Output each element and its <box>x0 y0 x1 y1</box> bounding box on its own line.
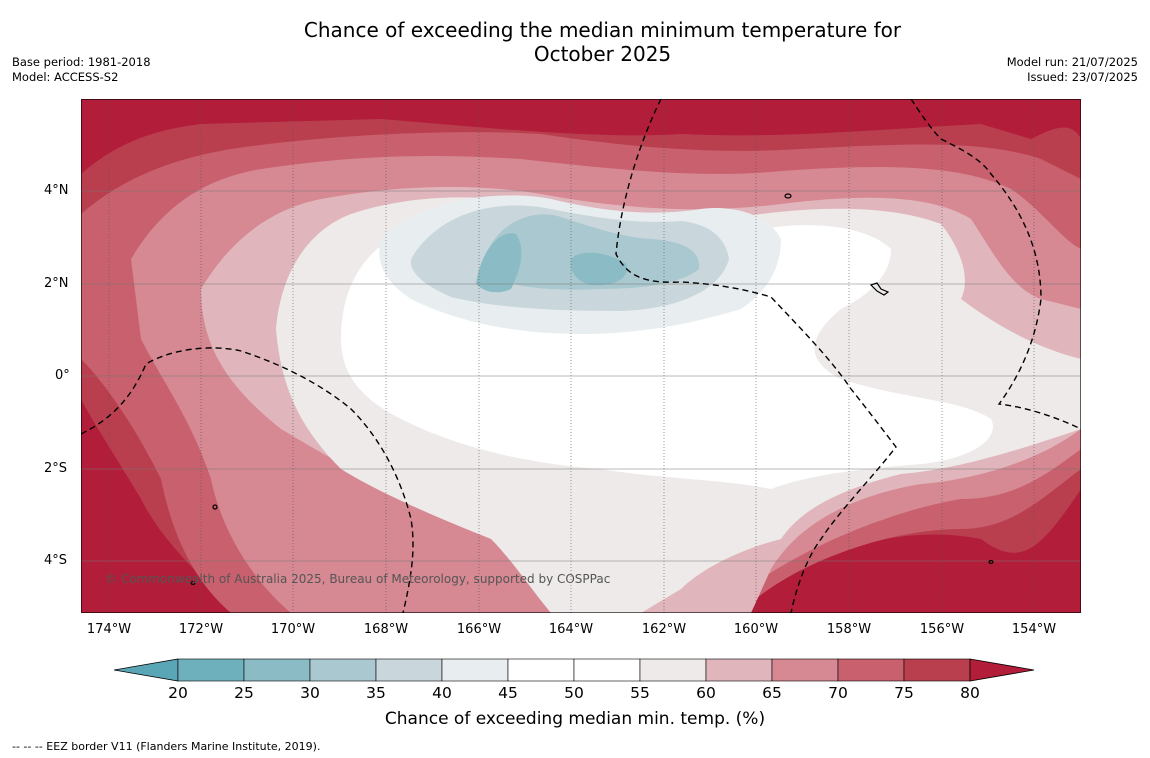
base-period: Base period: 1981-2018 <box>12 55 151 69</box>
colorbar <box>114 658 1035 682</box>
colorbar-segment <box>177 658 245 682</box>
lon-label-164w: 164°W <box>548 622 594 637</box>
colorbar-extend-high <box>969 658 1035 682</box>
lon-label-156w: 156°W <box>919 622 965 637</box>
lon-label-154w: 154°W <box>1011 622 1057 637</box>
lat-label-4s: 4°S <box>44 553 68 568</box>
colorbar-segments <box>114 658 1035 682</box>
eez-borders <box>80 98 1082 614</box>
colorbar-tick-55: 55 <box>630 684 650 702</box>
colorbar-segment <box>309 658 377 682</box>
colorbar-segment <box>573 658 641 682</box>
colorbar-tick-65: 65 <box>762 684 782 702</box>
colorbar-segment <box>243 658 311 682</box>
colorbar-tick-50: 50 <box>564 684 584 702</box>
latitude-gridlines <box>81 190 1081 562</box>
title-line-2: October 2025 <box>533 42 672 66</box>
lon-label-162w: 162°W <box>641 622 687 637</box>
lon-label-158w: 158°W <box>826 622 872 637</box>
model-run: Model run: 21/07/2025 <box>1006 55 1138 69</box>
colorbar-label: Chance of exceeding median min. temp. (%… <box>384 709 766 729</box>
lon-label-170w: 170°W <box>270 622 316 637</box>
colorbar-segment <box>705 658 773 682</box>
islands <box>190 193 994 586</box>
colorbar-segment <box>375 658 443 682</box>
colorbar-tick-60: 60 <box>696 684 716 702</box>
band-25-30 <box>476 233 627 293</box>
lat-label-2n: 2°N <box>44 276 69 291</box>
lat-label-4n: 4°N <box>44 183 69 198</box>
copyright-credit: © Commonwealth of Australia 2025, Bureau… <box>105 572 611 586</box>
colorbar-ticks: 20 25 30 35 40 45 50 55 60 65 70 75 80 <box>0 684 1150 704</box>
colorbar-segment <box>903 658 971 682</box>
colorbar-tick-25: 25 <box>234 684 254 702</box>
colorbar-tick-75: 75 <box>894 684 914 702</box>
colorbar-tick-80: 80 <box>960 684 980 702</box>
issued-date: Issued: 23/07/2025 <box>1027 70 1138 84</box>
eez-footnote: -- -- -- EEZ border V11 (Flanders Marine… <box>12 740 321 753</box>
map-panel: © Commonwealth of Australia 2025, Bureau… <box>80 98 1082 614</box>
lon-label-168w: 168°W <box>363 622 409 637</box>
band-30-35 <box>484 214 700 290</box>
colorbar-tick-45: 45 <box>498 684 518 702</box>
colorbar-segment <box>507 658 575 682</box>
map-border <box>81 99 1081 613</box>
colorbar-segment <box>771 658 839 682</box>
colorbar-tick-70: 70 <box>828 684 848 702</box>
title-line-1: Chance of exceeding the median minimum t… <box>303 18 902 42</box>
colorbar-tick-30: 30 <box>300 684 320 702</box>
map-canvas <box>80 98 1082 614</box>
colorbar-tick-20: 20 <box>168 684 188 702</box>
colorbar-extend-low <box>114 658 179 682</box>
lon-label-174w: 174°W <box>86 622 132 637</box>
colorbar-segment <box>837 658 905 682</box>
lon-label-172w: 172°W <box>178 622 224 637</box>
colorbar-segment <box>639 658 707 682</box>
meta-left: Base period: 1981-2018 Model: ACCESS-S2 <box>12 55 151 85</box>
model-name: Model: ACCESS-S2 <box>12 70 119 84</box>
colorbar-segment <box>441 658 509 682</box>
colorbar-tick-40: 40 <box>432 684 452 702</box>
lon-label-166w: 166°W <box>456 622 502 637</box>
lat-label-2s: 2°S <box>44 461 68 476</box>
lat-label-0: 0° <box>55 368 70 383</box>
meta-right: Model run: 21/07/2025 Issued: 23/07/2025 <box>1007 55 1138 85</box>
lon-label-160w: 160°W <box>733 622 779 637</box>
map-title: Chance of exceeding the median minimum t… <box>200 18 1005 66</box>
colorbar-tick-35: 35 <box>366 684 386 702</box>
